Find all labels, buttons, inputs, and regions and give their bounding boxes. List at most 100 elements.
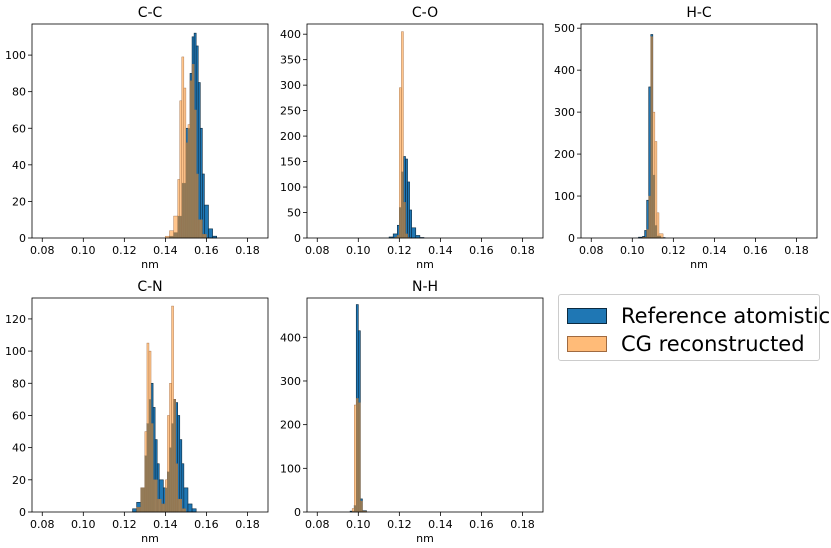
bar-overlap: [181, 508, 184, 512]
bar-overlap: [173, 232, 178, 238]
x-tick-label: 0.14: [153, 244, 178, 257]
bar-reference: [208, 228, 213, 239]
bar-overlap: [658, 235, 662, 238]
y-tick-label: 300: [280, 375, 301, 388]
y-tick-label: 0: [568, 232, 575, 245]
legend-label-reference: Reference atomistic: [621, 304, 831, 328]
bar-overlap: [399, 207, 402, 238]
chart-title: N-H: [412, 279, 438, 295]
y-tick-label: 250: [280, 105, 301, 118]
chart-panel-c-c: C-C 0.08 0.10 0.12 0.14 0.16 0.18 0 20 40 60 80 100 n…: [5, 5, 269, 271]
bar-overlap: [196, 173, 199, 238]
bar-reference: [197, 82, 201, 239]
y-tick-label: 300: [554, 106, 575, 119]
x-tick-label: 0.10: [346, 244, 371, 257]
x-tick-label: 0.08: [30, 244, 55, 257]
bar-overlap: [194, 109, 197, 238]
bar-overlap: [163, 503, 166, 512]
y-tick-label: 120: [5, 313, 26, 326]
bar-reference: [407, 181, 410, 239]
y-tick-label: 300: [280, 79, 301, 92]
bar-overlap: [159, 499, 162, 512]
bar-overlap: [175, 463, 178, 512]
bar-overlap: [167, 471, 170, 512]
bar-overlap: [198, 219, 201, 238]
plot-area: [349, 304, 367, 513]
bar-overlap: [192, 64, 195, 238]
bar-reference: [132, 508, 137, 513]
axes-frame: [31, 297, 269, 513]
bar-overlap: [654, 225, 657, 238]
y-tick-label: 20: [12, 195, 26, 208]
legend-swatch-cg: [567, 336, 607, 352]
chart-panel-c-o: C-O 0.08 0.10 0.12 0.14 0.16 0.18 0 50 100 150 200 2…: [280, 5, 544, 271]
y-tick-label: 80: [12, 377, 26, 390]
legend-swatch-reference: [567, 308, 607, 324]
y-tick-label: 40: [12, 442, 26, 455]
axes-frame: [306, 297, 544, 513]
bar-reference: [187, 503, 193, 513]
chart-panel-n-h: N-H 0.08 0.10 0.12 0.14 0.16 0.18 0 100 200 300 400…: [280, 279, 544, 545]
bar-cg: [354, 404, 357, 513]
x-tick-label: 0.18: [784, 244, 809, 257]
bar-overlap: [352, 511, 355, 512]
bar-reference: [409, 209, 412, 239]
x-tick-label: 0.12: [661, 244, 686, 257]
x-tick-label: 0.10: [346, 518, 371, 531]
plot-area: [132, 305, 197, 513]
axes-frame: [580, 23, 818, 239]
y-tick-label: 40: [12, 159, 26, 172]
bar-overlap: [190, 80, 193, 238]
legend-item-cg: CG reconstructed: [567, 331, 805, 357]
plot-area: [638, 34, 666, 239]
bar-reference: [644, 230, 647, 239]
legend-label-cg: CG reconstructed: [621, 332, 805, 356]
y-tick-label: 0: [294, 232, 301, 245]
x-tick-label: 0.10: [620, 244, 645, 257]
bar-overlap: [354, 505, 357, 512]
bar-overlap: [646, 229, 649, 238]
bar-overlap: [183, 508, 186, 512]
bar-overlap: [395, 236, 398, 238]
legend-item-reference: Reference atomistic: [567, 303, 830, 329]
y-tick-label: 400: [280, 331, 301, 344]
y-tick-label: 200: [280, 419, 301, 432]
chart-panel-c-n: C-N 0.08 0.10 0.12 0.14 0.16 0.18 0 20 40 60 80 100 1…: [5, 279, 269, 545]
y-tick-label: 500: [554, 22, 575, 35]
legend: Reference atomistic CG reconstructed: [558, 294, 830, 361]
bar-overlap: [169, 236, 174, 238]
x-tick-label: 0.16: [743, 244, 768, 257]
bar-overlap: [173, 399, 176, 512]
x-tick-label: 0.12: [387, 244, 412, 257]
chart-title: C-O: [412, 5, 438, 21]
x-tick-label: 0.14: [153, 518, 178, 531]
bar-overlap: [181, 183, 184, 238]
bar-overlap: [140, 487, 145, 512]
bar-overlap: [171, 423, 174, 512]
bar-overlap: [644, 237, 647, 238]
bar-overlap: [648, 196, 651, 238]
bar-reference: [411, 227, 417, 239]
bar-overlap: [356, 398, 359, 512]
y-tick-label: 20: [12, 474, 26, 487]
x-axis-label: nm: [141, 532, 159, 545]
chart-title: H-C: [686, 5, 712, 21]
y-tick-label: 100: [280, 181, 301, 194]
bar-reference: [405, 158, 408, 239]
chart-title: C-C: [138, 5, 163, 21]
bar-overlap: [179, 216, 182, 238]
bar-overlap: [136, 507, 141, 512]
plot-area: [388, 31, 425, 239]
x-tick-label: 0.16: [194, 518, 219, 531]
x-tick-label: 0.12: [112, 518, 137, 531]
x-tick-label: 0.12: [112, 244, 137, 257]
x-tick-label: 0.14: [428, 518, 453, 531]
bar-overlap: [165, 487, 168, 512]
bar-overlap: [405, 233, 408, 238]
y-tick-label: 400: [280, 28, 301, 41]
bar-reference: [183, 487, 189, 513]
bar-overlap: [360, 501, 363, 512]
bar-reference: [204, 204, 209, 239]
bar-cg: [654, 141, 658, 239]
